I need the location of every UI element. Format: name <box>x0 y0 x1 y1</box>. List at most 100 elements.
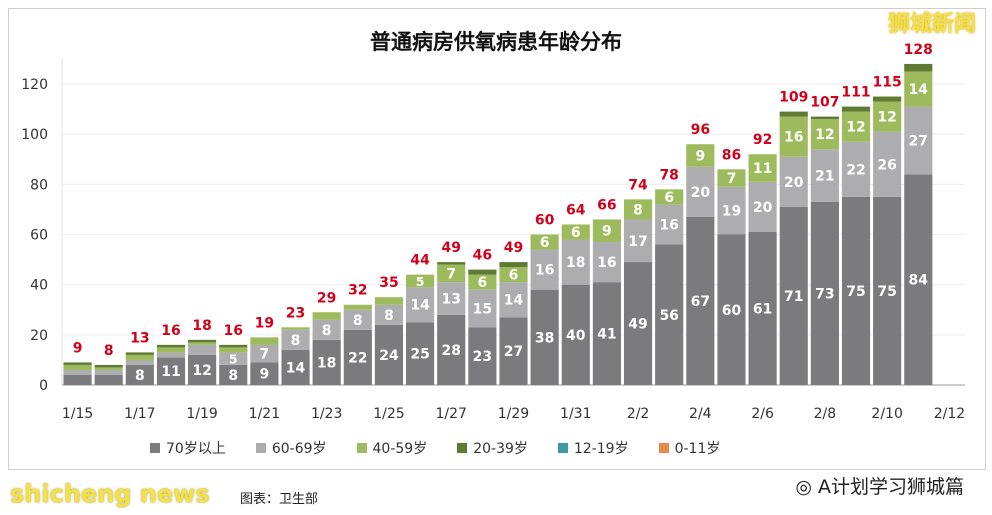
bar-segment <box>530 249 559 290</box>
bar-segment <box>561 284 590 385</box>
segment-label: 40 <box>566 328 586 344</box>
total-label: 111 <box>841 85 870 101</box>
x-tick-label: 1/25 <box>373 406 404 422</box>
segment-label: 16 <box>535 263 554 279</box>
bar-segment <box>125 354 154 360</box>
bar-segment <box>94 369 123 375</box>
total-label: 44 <box>410 253 430 269</box>
chart-frame <box>8 8 986 470</box>
bar-segment <box>779 116 808 157</box>
bar-segment <box>810 149 839 202</box>
x-tick-label: 1/21 <box>249 406 280 422</box>
segment-label: 73 <box>815 286 834 302</box>
bar-segment <box>873 96 902 102</box>
x-tick-label: 2/2 <box>627 406 650 422</box>
segment-label: 56 <box>659 308 678 324</box>
bar-segment <box>779 156 808 207</box>
bar-segment <box>343 329 372 385</box>
watermark-bottom-right: ◎ A计划学习狮城篇 <box>795 476 964 498</box>
total-label: 13 <box>130 330 149 346</box>
bar-segment <box>810 201 839 385</box>
legend-item: 20-39岁 <box>457 438 528 458</box>
segment-label: 5 <box>416 274 425 289</box>
segment-label: 6 <box>540 235 550 251</box>
bar-segment <box>499 282 528 318</box>
legend-label: 20-39岁 <box>473 441 528 457</box>
x-tick-label: 1/15 <box>62 406 93 422</box>
bar-segment <box>219 352 248 365</box>
segment-label: 7 <box>446 266 456 282</box>
bar-segment <box>437 314 466 385</box>
segment-label: 27 <box>909 133 928 149</box>
total-label: 18 <box>192 318 211 334</box>
bar-segment <box>125 352 154 355</box>
segment-label: 27 <box>504 344 523 360</box>
bar-segment <box>904 63 933 72</box>
segment-label: 16 <box>659 217 678 233</box>
segment-label: 25 <box>410 347 429 363</box>
total-label: 60 <box>535 213 555 229</box>
segment-label: 41 <box>597 327 616 343</box>
total-label: 86 <box>722 147 741 163</box>
y-tick-label: 120 <box>21 77 48 93</box>
x-tick-label: 1/17 <box>124 406 155 422</box>
bar-segment <box>499 262 528 268</box>
y-tick-label: 0 <box>39 378 48 394</box>
bar-segment <box>188 344 217 355</box>
bar-segment <box>717 186 746 235</box>
segment-label: 6 <box>509 268 519 284</box>
segment-label: 22 <box>846 162 865 178</box>
total-label: 49 <box>504 240 523 256</box>
bar-segment <box>748 231 777 385</box>
bar-segment <box>779 206 808 385</box>
segment-label: 19 <box>722 204 741 220</box>
y-tick-label: 20 <box>30 328 48 344</box>
bar-segment <box>686 166 715 217</box>
total-label: 128 <box>904 42 933 58</box>
legend-swatch <box>356 443 367 453</box>
segment-label: 12 <box>815 127 834 143</box>
bar-segment <box>841 141 871 197</box>
segment-label: 9 <box>602 224 612 240</box>
bar-segment <box>530 234 559 250</box>
bar-segment <box>437 282 466 315</box>
bar-segment <box>281 349 310 385</box>
x-tick-label: 1/23 <box>311 406 342 422</box>
segment-label: 13 <box>441 291 460 307</box>
legend-swatch <box>255 443 266 453</box>
total-label: 107 <box>810 95 839 111</box>
segment-label: 18 <box>317 355 336 371</box>
segment-label: 6 <box>477 275 487 291</box>
bar-segment <box>63 369 92 375</box>
legend-item: 12-19岁 <box>557 438 629 458</box>
legend-label: 12-19岁 <box>573 441 629 457</box>
bar-segment <box>468 269 497 275</box>
segment-label: 8 <box>384 308 394 324</box>
segment-label: 7 <box>727 171 737 187</box>
x-tick-label: 2/4 <box>689 406 712 422</box>
total-label: 29 <box>317 290 336 306</box>
segment-label: 14 <box>410 298 430 314</box>
bar-segment <box>841 196 871 385</box>
legend-swatch <box>150 443 160 453</box>
bar-segment <box>94 374 123 385</box>
bar-segment <box>810 116 839 120</box>
bar-segment <box>623 199 653 220</box>
bar-segment <box>873 196 902 385</box>
bar-segment <box>592 242 621 283</box>
segment-label: 75 <box>877 284 896 300</box>
bar-segment <box>686 144 715 167</box>
bar-segment <box>623 262 653 385</box>
x-tick-label: 1/29 <box>498 406 529 422</box>
bar-segment <box>343 304 372 310</box>
bar-segment <box>437 262 466 265</box>
total-label: 109 <box>779 90 808 106</box>
bar-segment <box>499 267 528 283</box>
bar-segment <box>841 106 871 112</box>
total-label: 92 <box>753 132 772 148</box>
segment-label: 16 <box>784 130 803 146</box>
bar-segment <box>312 312 341 320</box>
legend-swatch <box>457 443 468 453</box>
segment-label: 14 <box>909 82 929 98</box>
